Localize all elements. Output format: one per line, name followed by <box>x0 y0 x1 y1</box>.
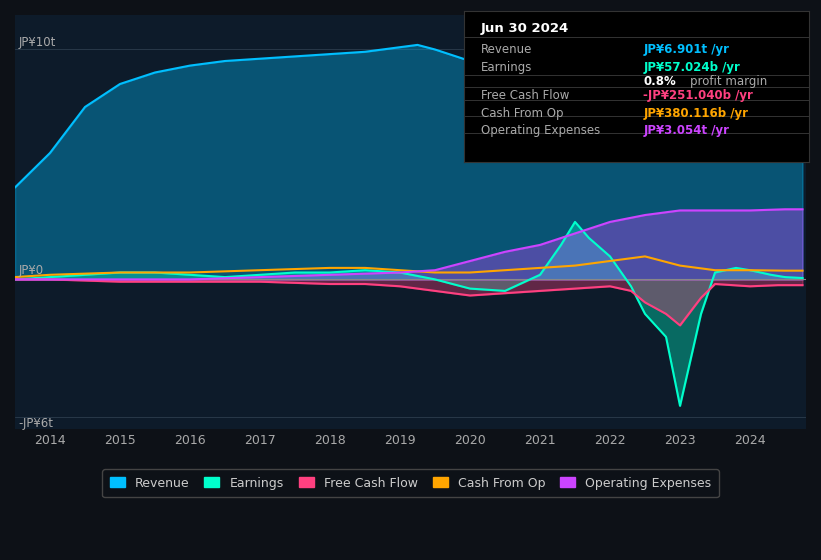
Text: -JP¥6t: -JP¥6t <box>19 417 53 430</box>
Text: 0.8%: 0.8% <box>643 75 676 88</box>
Text: JP¥380.116b /yr: JP¥380.116b /yr <box>643 107 748 120</box>
Text: JP¥0: JP¥0 <box>19 264 44 277</box>
Text: Earnings: Earnings <box>481 60 533 74</box>
Legend: Revenue, Earnings, Free Cash Flow, Cash From Op, Operating Expenses: Revenue, Earnings, Free Cash Flow, Cash … <box>103 469 718 497</box>
Text: JP¥3.054t /yr: JP¥3.054t /yr <box>643 124 729 137</box>
Text: Revenue: Revenue <box>481 43 533 55</box>
Text: Jun 30 2024: Jun 30 2024 <box>481 22 569 35</box>
Text: JP¥10t: JP¥10t <box>19 36 56 49</box>
Text: profit margin: profit margin <box>690 75 767 88</box>
Text: Cash From Op: Cash From Op <box>481 107 563 120</box>
Text: Free Cash Flow: Free Cash Flow <box>481 90 570 102</box>
Text: JP¥57.024b /yr: JP¥57.024b /yr <box>643 60 740 74</box>
Text: -JP¥251.040b /yr: -JP¥251.040b /yr <box>643 90 753 102</box>
Text: Operating Expenses: Operating Expenses <box>481 124 600 137</box>
Text: JP¥6.901t /yr: JP¥6.901t /yr <box>643 43 729 55</box>
